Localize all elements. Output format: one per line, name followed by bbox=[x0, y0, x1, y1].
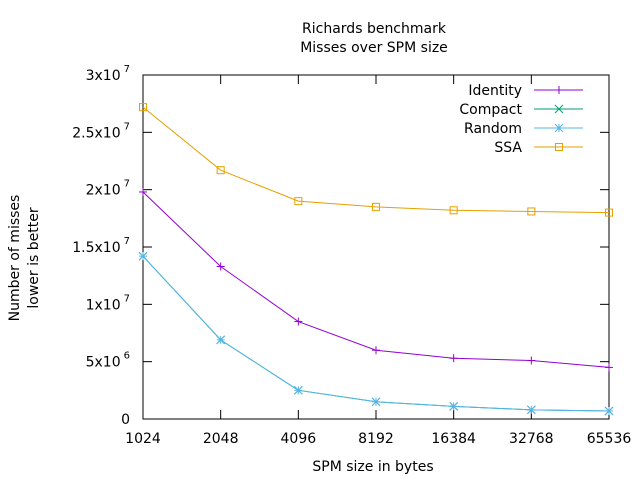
plot-frame bbox=[142, 74, 610, 420]
data-point-identity bbox=[605, 363, 613, 372]
legend: Identity Compact Random SSA bbox=[459, 83, 583, 156]
data-point-random bbox=[216, 335, 226, 345]
data-point-random bbox=[449, 402, 459, 411]
y-tick-label-mantissa: 0 bbox=[121, 412, 130, 428]
series-line-identity bbox=[142, 191, 610, 368]
data-point-ssa bbox=[216, 166, 225, 175]
data-point-identity bbox=[449, 354, 458, 363]
data-point-identity bbox=[294, 317, 303, 326]
data-point-random bbox=[293, 385, 303, 395]
data-point-random bbox=[526, 405, 536, 415]
series-ssa bbox=[139, 103, 613, 217]
y-tick-label: 2.5x10 7 bbox=[72, 121, 130, 141]
data-point-ssa bbox=[139, 103, 147, 112]
series-random bbox=[138, 251, 614, 416]
series-identity bbox=[139, 187, 613, 372]
data-point-identity bbox=[372, 346, 380, 355]
y-tick-label-mantissa: 1.5x10 bbox=[72, 240, 120, 256]
y-tick-label-mantissa: 2x10 bbox=[86, 183, 121, 199]
data-point-ssa bbox=[605, 208, 613, 217]
data-point-ssa bbox=[372, 202, 380, 211]
y-tick-label: 5x10 6 bbox=[86, 351, 130, 371]
y-tick-label-exponent: 7 bbox=[124, 236, 130, 247]
y-tick-label-mantissa: 5x10 bbox=[86, 355, 121, 371]
x-tick-label: 65536 bbox=[587, 431, 632, 447]
y-tick-label: 1.5x10 7 bbox=[72, 236, 130, 256]
legend-marker-random bbox=[554, 123, 564, 133]
data-point-ssa bbox=[527, 207, 536, 216]
data-point-random bbox=[371, 397, 381, 407]
series-layer bbox=[138, 103, 614, 416]
y-tick-label-exponent: 6 bbox=[124, 351, 130, 362]
chart-subtitle: Misses over SPM size bbox=[300, 40, 448, 56]
y-tick-label-mantissa: 2.5x10 bbox=[72, 125, 120, 141]
series-line-random bbox=[142, 255, 610, 412]
x-tick-label: 1024 bbox=[125, 431, 161, 447]
legend-marker-identity bbox=[555, 86, 563, 94]
x-tick-label: 8192 bbox=[358, 431, 394, 447]
y-tick-label: 3x10 7 bbox=[86, 64, 130, 84]
y-tick-label: 0 bbox=[121, 412, 130, 428]
data-point-ssa bbox=[449, 206, 458, 215]
y-axis-label: Number of misses lower is better bbox=[7, 195, 42, 322]
x-tick-label: 16384 bbox=[431, 431, 476, 447]
legend-label-compact: Compact bbox=[459, 102, 522, 118]
data-point-random bbox=[604, 406, 614, 416]
x-axis-ticks: 1024 2048 4096 8192 16384 32768 65536 bbox=[125, 75, 631, 447]
series-compact bbox=[138, 251, 614, 416]
series-line-ssa bbox=[142, 106, 610, 214]
y-tick-label: 1x10 7 bbox=[86, 293, 130, 313]
y-tick-label-exponent: 7 bbox=[124, 64, 130, 75]
y-tick-label-mantissa: 1x10 bbox=[86, 297, 121, 313]
y-tick-label-exponent: 7 bbox=[124, 179, 130, 190]
y-tick-label-exponent: 7 bbox=[124, 121, 130, 132]
x-tick-label: 32768 bbox=[509, 431, 554, 447]
legend-label-ssa: SSA bbox=[494, 140, 522, 156]
legend-marker-ssa bbox=[555, 143, 563, 151]
data-point-identity bbox=[139, 187, 147, 196]
x-axis-label: SPM size in bytes bbox=[312, 459, 433, 475]
data-point-identity bbox=[216, 262, 225, 271]
data-point-ssa bbox=[294, 197, 303, 206]
y-tick-label-mantissa: 3x10 bbox=[86, 68, 121, 84]
data-point-random bbox=[138, 251, 148, 261]
legend-marker-compact bbox=[554, 104, 564, 114]
data-point-identity bbox=[527, 356, 536, 365]
y-tick-label: 2x10 7 bbox=[86, 179, 130, 199]
y-tick-label-exponent: 7 bbox=[124, 293, 130, 304]
series-line-compact bbox=[142, 255, 610, 412]
x-tick-label: 2048 bbox=[203, 431, 239, 447]
legend-label-identity: Identity bbox=[468, 83, 522, 99]
x-tick-label: 4096 bbox=[281, 431, 317, 447]
y-axis-label-note: lower is better bbox=[26, 207, 42, 308]
chart-title: Richards benchmark bbox=[302, 21, 447, 37]
legend-label-random: Random bbox=[464, 121, 522, 137]
y-axis-label-main: Number of misses bbox=[7, 195, 23, 322]
